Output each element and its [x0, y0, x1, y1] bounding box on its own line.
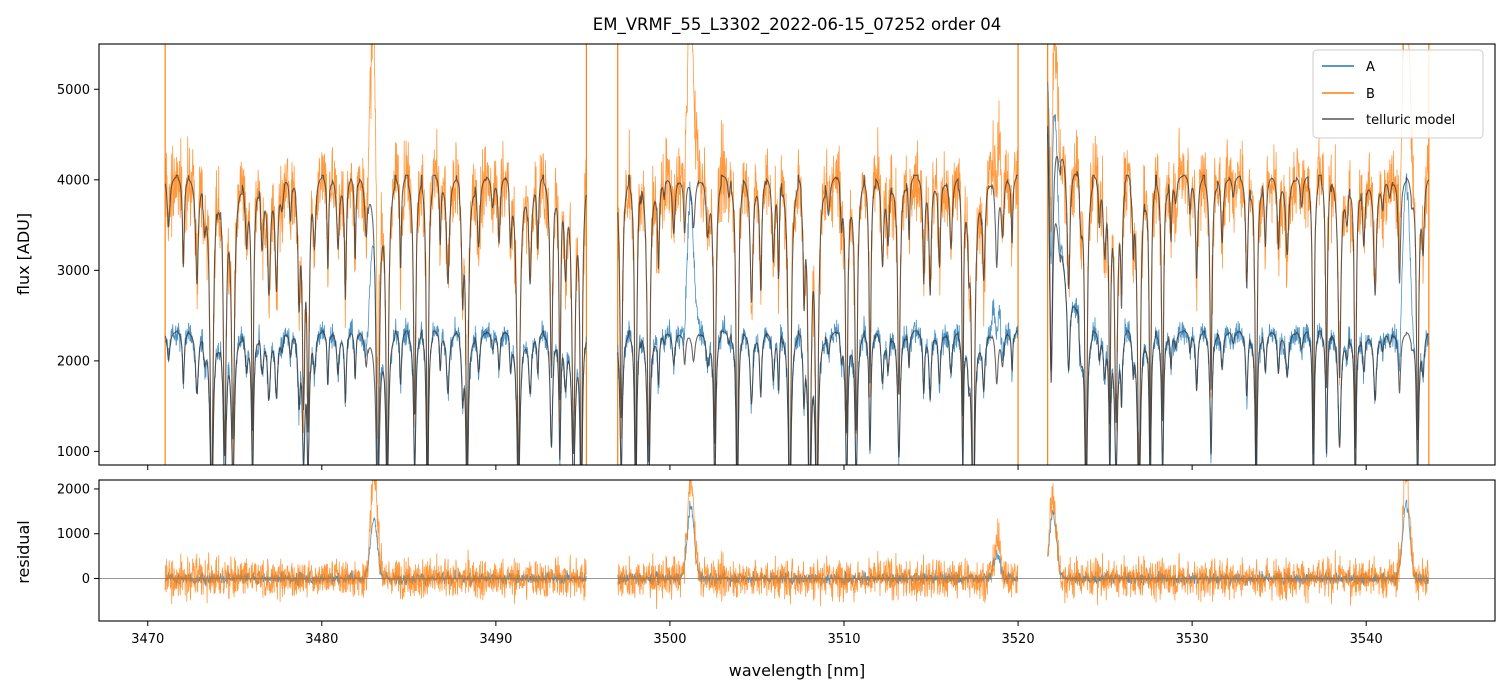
top-y-axis-label: flux [ADU] [14, 213, 33, 295]
top-y-ticks: 1000 2000 3000 4000 5000 [57, 83, 99, 460]
bottom-plot-area [99, 480, 1495, 610]
bottom-x-tick-label: 3510 [827, 632, 860, 647]
legend-label-a: A [1366, 60, 1375, 75]
top-y-tick-label: 5000 [57, 83, 90, 98]
top-y-tick-label: 2000 [57, 354, 90, 369]
series-a-line-seg1 [617, 181, 1019, 465]
bottom-x-tick-label: 3470 [131, 632, 164, 647]
bottom-x-tick-label: 3490 [479, 632, 512, 647]
top-plot-area [164, 44, 1430, 465]
telluric-model-a-line-seg0 [164, 330, 587, 465]
telluric-model-b-line-seg2 [1047, 133, 1430, 465]
x-axis-label: wavelength [nm] [729, 661, 866, 680]
bottom-x-tick-label: 3480 [305, 632, 338, 647]
top-y-tick-label: 4000 [57, 173, 90, 188]
top-axes-frame [98, 43, 1496, 466]
bottom-x-tick-label: 3530 [1176, 632, 1209, 647]
residual-b-line-seg2 [1047, 480, 1429, 606]
bottom-y-tick-label: 2000 [57, 482, 90, 497]
bottom-y-tick-label: 0 [82, 572, 90, 587]
residual-b-line-seg0 [164, 480, 587, 605]
series-b-line-seg0 [164, 44, 587, 465]
bottom-y-tick-label: 1000 [57, 527, 90, 542]
legend-label-telluric: telluric model [1366, 113, 1455, 128]
bottom-x-ticks: 3470 3480 3490 3500 3510 3520 3530 3540 [131, 621, 1383, 647]
top-x-ticks [147, 465, 1367, 470]
legend-label-b: B [1366, 87, 1375, 102]
top-y-tick-label: 1000 [57, 445, 90, 460]
bottom-x-tick-label: 3520 [1002, 632, 1035, 647]
telluric-model-b-line-seg1 [617, 174, 1018, 465]
telluric-model-b-line-seg0 [164, 174, 587, 465]
top-y-tick-label: 3000 [57, 264, 90, 279]
bottom-panel: 0 1000 2000 3470 3480 3490 3500 3510 3520 3530 35… [14, 479, 1496, 680]
telluric-model-a-line-seg1 [617, 330, 1018, 465]
bottom-x-tick-label: 3500 [653, 632, 686, 647]
bottom-y-axis-label: residual [14, 520, 33, 583]
bottom-axes-frame [98, 479, 1496, 622]
legend-box [1312, 49, 1484, 139]
residual-b-line-seg1 [617, 480, 1019, 610]
telluric-model-a-line-seg2 [1047, 126, 1429, 465]
series-a-line-seg2 [1047, 81, 1429, 465]
top-panel: 1000 2000 3000 4000 5000 flux [ADU] A B tell… [14, 43, 1496, 470]
bottom-y-ticks: 0 1000 2000 [57, 482, 99, 587]
bottom-x-tick-label: 3540 [1350, 632, 1383, 647]
series-b-line-seg1 [617, 44, 1019, 465]
chart-title: EM_VRMF_55_L3302_2022-06-15_07252 order … [593, 15, 1001, 35]
legend: A B telluric model [1312, 49, 1484, 139]
